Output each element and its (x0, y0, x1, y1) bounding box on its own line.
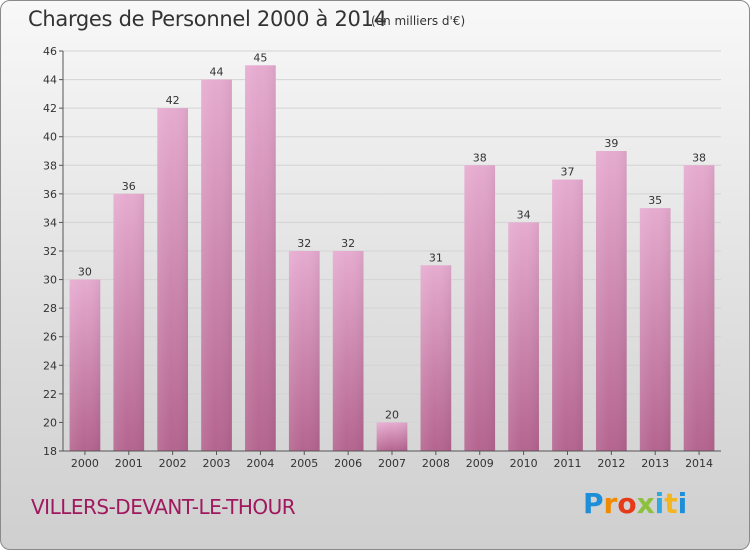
data-label: 38 (692, 151, 706, 164)
data-label: 39 (604, 137, 618, 150)
y-tick-label: 22 (43, 388, 57, 401)
bar-shine (508, 222, 539, 451)
y-tick-label: 46 (43, 45, 57, 58)
bar-shine (683, 165, 715, 452)
data-label: 30 (78, 266, 92, 279)
bar-shine (420, 265, 452, 451)
bar-shine (595, 151, 627, 451)
x-tick-label: 2007 (378, 457, 406, 470)
logo-letter: o (617, 487, 637, 520)
bar-shine (376, 422, 408, 451)
y-tick-label: 18 (43, 445, 57, 458)
bar-shine (464, 165, 496, 452)
x-tick-label: 2003 (203, 457, 231, 470)
axes: 18 20 22 24 26 28 30 32 34 36 38 40 42 44 46 2000 2001 20… (43, 45, 721, 470)
chart-title: Charges de Personnel 2000 à 2014 (28, 7, 387, 31)
y-tick-label: 26 (43, 331, 57, 344)
x-tick-label: 2014 (685, 457, 713, 470)
data-label: 38 (473, 151, 487, 164)
logo-letter: i (654, 487, 665, 520)
x-tick-label: 2011 (553, 457, 581, 470)
x-tick-label: 2013 (641, 457, 669, 470)
chart-subtitle: (en milliers d'€) (371, 14, 466, 28)
x-tick-label: 2006 (334, 457, 362, 470)
bar-shine (288, 251, 320, 451)
data-label: 31 (429, 251, 443, 264)
x-tick-label: 2001 (115, 457, 143, 470)
proxiti-logo: Proxiti (583, 487, 687, 520)
x-tick-label: 2004 (246, 457, 274, 470)
logo-letter: x (636, 487, 655, 520)
data-label: 36 (122, 180, 136, 193)
logo-letter: P (583, 487, 604, 520)
y-tick-label: 20 (43, 416, 57, 429)
logo-letter: i (677, 487, 688, 520)
data-label: 34 (517, 208, 531, 221)
x-tick-label: 2010 (510, 457, 538, 470)
logo-letter: r (603, 487, 618, 520)
logo-letter: t (664, 487, 678, 520)
data-label: 44 (210, 66, 224, 79)
bar-shine (639, 208, 671, 451)
x-tick-label: 2000 (71, 457, 99, 470)
y-tick-label: 24 (43, 359, 57, 372)
bar-shine (201, 79, 232, 452)
x-tick-label: 2012 (597, 457, 625, 470)
data-label: 20 (385, 408, 399, 421)
y-tick-label: 32 (43, 245, 57, 258)
y-tick-label: 44 (43, 74, 57, 87)
data-label: 45 (253, 51, 267, 64)
data-label: 32 (341, 237, 355, 250)
bar-shine (245, 65, 276, 452)
bar-shine (552, 179, 583, 452)
y-tick-label: 34 (43, 216, 57, 229)
commune-name: VILLERS-DEVANT-LE-THOUR (31, 495, 296, 519)
y-tick-label: 28 (43, 302, 57, 315)
data-label: 32 (297, 237, 311, 250)
bars: 30 36 42 44 45 32 32 20 31 38 34 37 39 35 38 (69, 51, 715, 452)
y-tick-label: 42 (43, 102, 57, 115)
data-label: 42 (166, 94, 180, 107)
x-tick-label: 2008 (422, 457, 450, 470)
bar-shine (69, 279, 101, 451)
data-label: 37 (560, 166, 574, 179)
y-tick-label: 30 (43, 274, 57, 287)
y-tick-label: 38 (43, 159, 57, 172)
bar-shine (157, 108, 189, 452)
x-tick-label: 2005 (290, 457, 318, 470)
data-label: 35 (648, 194, 662, 207)
bar-shine (332, 251, 364, 451)
bar-shine (113, 193, 145, 451)
y-tick-label: 40 (43, 131, 57, 144)
y-tick-label: 36 (43, 188, 57, 201)
x-tick-label: 2009 (466, 457, 494, 470)
x-tick-label: 2002 (159, 457, 187, 470)
